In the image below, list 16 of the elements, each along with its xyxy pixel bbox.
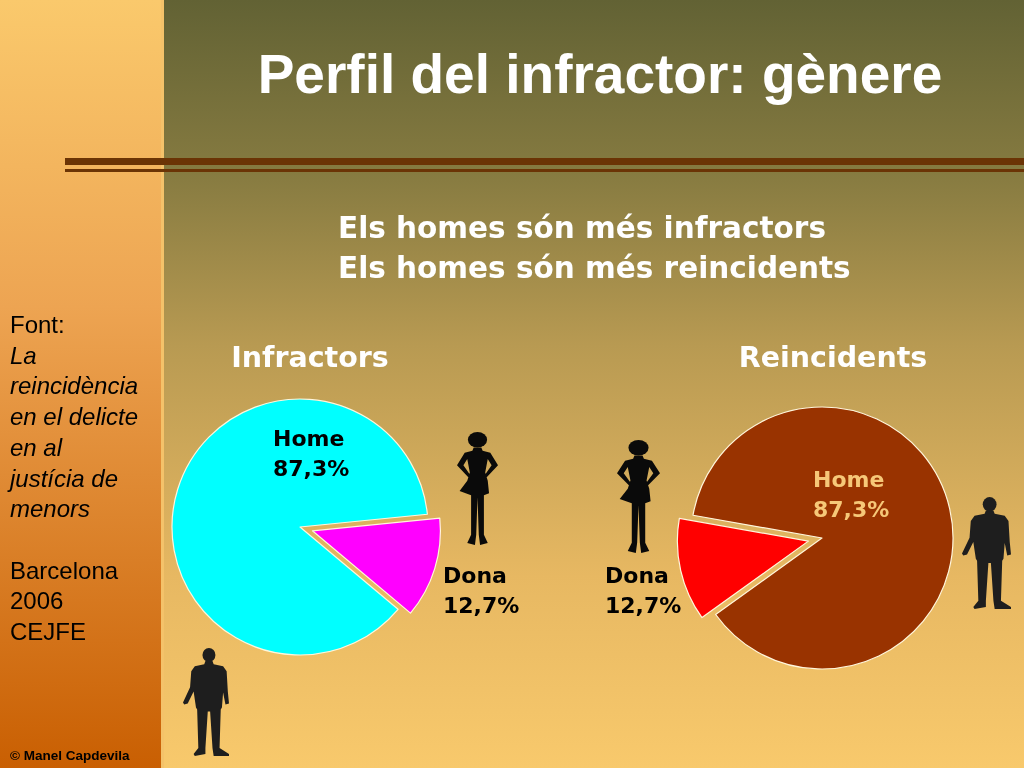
data-label: 12,7%: [605, 593, 682, 618]
slice-label: Dona: [443, 563, 507, 588]
data-label: 87,3%: [813, 497, 890, 522]
text: Els homes són més infractors Els homes són més reincidents: [338, 211, 851, 285]
slice-label: Dona: [605, 563, 669, 588]
slice-label: Home: [273, 426, 345, 451]
slice-label: Home: [813, 467, 885, 492]
text: © Manel Capdevila: [10, 748, 130, 763]
text: La reincidència en el delicte en al justícia de menors: [7, 341, 139, 523]
text: Perfil del infractor: gènere: [257, 43, 943, 105]
text: Barcelona 2006 CEJFE: [10, 556, 119, 645]
chart-title: Infractors: [231, 341, 389, 374]
text: Font:: [10, 311, 65, 338]
chart-title: Reincidents: [738, 341, 928, 374]
data-label: 12,7%: [443, 593, 520, 618]
data-label: 87,3%: [273, 456, 350, 481]
